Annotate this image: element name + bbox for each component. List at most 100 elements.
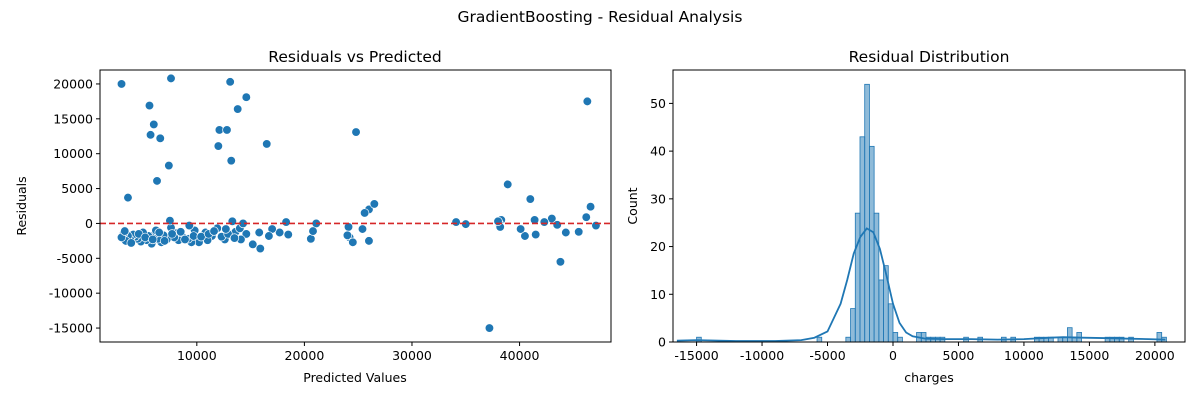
histogram-x-tick-label: 10000 xyxy=(1004,348,1044,363)
scatter-point xyxy=(213,141,223,151)
histogram-y-tick-label: 20 xyxy=(650,239,666,254)
scatter-plot-area xyxy=(100,73,611,333)
histogram-y-tick-label: 10 xyxy=(650,287,666,302)
histogram-bar xyxy=(816,336,823,343)
scatter-point xyxy=(227,216,237,226)
scatter-point xyxy=(503,179,513,190)
scatter-point xyxy=(154,227,164,238)
scatter-point xyxy=(120,226,130,236)
scatter-point xyxy=(167,229,177,239)
scatter-point xyxy=(308,226,318,236)
residuals-vs-predicted-panel: Residuals vs Predicted 10000 20000 30000 40… xyxy=(14,48,612,385)
scatter-point xyxy=(159,236,170,246)
scatter-point xyxy=(561,227,571,238)
scatter-point xyxy=(493,216,503,226)
histogram-y-tick-label: 50 xyxy=(650,96,666,111)
scatter-point xyxy=(222,125,232,135)
histogram-y-ticks: 0 10 20 30 40 50 xyxy=(650,96,673,350)
scatter-point xyxy=(529,215,540,225)
histogram-x-tick-label: 5000 xyxy=(943,348,975,363)
scatter-point xyxy=(164,160,174,171)
scatter-x-tick-label: 40000 xyxy=(500,348,540,363)
histogram-x-tick-label: -15000 xyxy=(674,348,718,363)
scatter-point xyxy=(585,202,596,212)
scatter-point xyxy=(184,220,194,231)
scatter-point xyxy=(126,238,136,248)
scatter-point xyxy=(591,220,601,231)
scatter-y-axis-label: Residuals xyxy=(14,176,29,235)
histogram-bar xyxy=(859,136,866,343)
scatter-x-axis-label: Predicted Values xyxy=(303,370,407,385)
scatter-point xyxy=(166,73,176,84)
scatter-point xyxy=(229,233,240,243)
scatter-point xyxy=(484,323,495,333)
histogram-x-tick-label: -10000 xyxy=(740,348,784,363)
scatter-point xyxy=(226,156,236,166)
scatter-point xyxy=(451,217,461,227)
scatter-point xyxy=(342,230,353,240)
scatter-x-tick-label: 20000 xyxy=(285,348,325,363)
scatter-y-ticks: -15000 -10000 -5000 0 5000 10000 15000 20000 xyxy=(49,76,100,336)
scatter-point xyxy=(582,96,592,107)
scatter-point xyxy=(144,100,155,111)
scatter-y-tick-label: 5000 xyxy=(61,181,93,196)
histogram-x-tick-label: -5000 xyxy=(809,348,845,363)
scatter-point xyxy=(248,239,258,250)
scatter-y-tick-label: 0 xyxy=(85,216,93,231)
scatter-point xyxy=(281,217,291,227)
scatter-title: Residuals vs Predicted xyxy=(268,48,441,66)
scatter-point xyxy=(180,234,190,245)
histogram-bar xyxy=(845,336,851,343)
scatter-x-ticks: 10000 20000 30000 40000 xyxy=(177,342,540,363)
scatter-point xyxy=(531,229,541,240)
figure-suptitle: GradientBoosting - Residual Analysis xyxy=(458,8,743,26)
scatter-point xyxy=(359,208,370,218)
scatter-point xyxy=(116,79,127,89)
scatter-point xyxy=(225,77,235,87)
histogram-bar xyxy=(887,303,894,343)
histogram-bar xyxy=(1067,327,1073,343)
scatter-point xyxy=(221,224,231,234)
scatter-point xyxy=(155,133,165,143)
scatter-point xyxy=(241,92,251,102)
histogram-x-tick-label: 20000 xyxy=(1135,348,1175,363)
scatter-point xyxy=(148,234,158,245)
scatter-point xyxy=(241,229,251,239)
scatter-point xyxy=(357,224,368,234)
scatter-point xyxy=(264,231,274,241)
histogram-x-tick-label: 0 xyxy=(889,348,897,363)
scatter-point xyxy=(515,224,526,234)
histogram-y-tick-label: 30 xyxy=(650,191,666,206)
scatter-y-tick-label: 20000 xyxy=(53,76,93,91)
scatter-y-tick-label: -10000 xyxy=(49,286,93,301)
scatter-point xyxy=(123,192,133,203)
histogram-bar xyxy=(869,145,875,343)
scatter-point xyxy=(520,231,530,241)
scatter-point xyxy=(539,217,549,227)
scatter-y-tick-label: 15000 xyxy=(53,111,93,126)
scatter-point xyxy=(581,212,591,222)
scatter-point xyxy=(525,194,535,204)
histogram-plot-area xyxy=(676,83,1167,343)
kde-curve xyxy=(676,227,1166,342)
histogram-title: Residual Distribution xyxy=(849,48,1010,66)
scatter-point xyxy=(255,243,265,254)
histogram-x-ticks: -15000 -10000 -5000 0 5000 10000 15000 20000 xyxy=(674,342,1175,363)
scatter-point xyxy=(306,234,316,244)
scatter-point xyxy=(149,119,159,130)
scatter-x-tick-label: 30000 xyxy=(392,348,432,363)
scatter-point xyxy=(262,139,272,149)
scatter-point xyxy=(209,226,219,236)
histogram-bar xyxy=(878,279,884,343)
scatter-point xyxy=(348,237,358,247)
scatter-point xyxy=(552,220,562,230)
scatter-point xyxy=(254,227,264,238)
scatter-y-tick-label: -5000 xyxy=(57,251,93,266)
scatter-point xyxy=(555,257,566,267)
scatter-axes-frame xyxy=(99,69,612,343)
scatter-point xyxy=(233,104,243,114)
scatter-point xyxy=(369,199,379,209)
scatter-point xyxy=(145,130,156,140)
histogram-bar xyxy=(892,332,899,343)
